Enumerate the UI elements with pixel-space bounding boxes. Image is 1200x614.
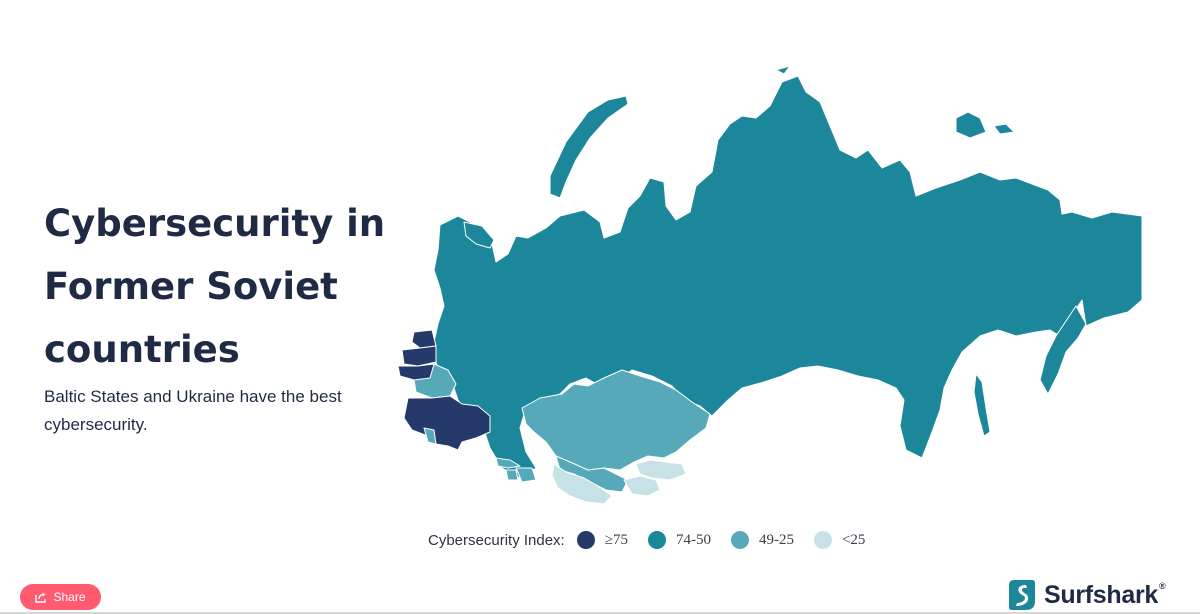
legend-label: 74-50 (675, 531, 711, 548)
legend-item-49-25: 49-25 (730, 531, 794, 549)
moldova-region[interactable] (423, 427, 437, 445)
title-line-3: countries (44, 328, 240, 371)
lithuania-region[interactable] (397, 363, 435, 381)
page-title: Cybersecurity in Former Soviet countries (44, 192, 404, 381)
kamchatka-region[interactable] (1039, 305, 1087, 395)
novaya-zemlya-region[interactable] (549, 95, 629, 199)
uzbekistan-region[interactable] (555, 455, 629, 493)
legend-item-74-50: 74-50 (647, 531, 711, 549)
share-label: Share (53, 590, 86, 604)
legend-item-under-25: <25 (813, 531, 866, 549)
kyrgyzstan-region[interactable] (635, 459, 687, 481)
legend-swatch (576, 531, 595, 549)
azerbaijan-region[interactable] (515, 467, 537, 483)
severnaya-zemlya-region[interactable] (775, 65, 791, 75)
ukraine-region[interactable] (403, 395, 491, 451)
tajikistan-region[interactable] (623, 475, 661, 497)
estonia-region[interactable] (411, 329, 437, 349)
wrangel-island-region[interactable] (993, 123, 1015, 135)
share-icon (35, 592, 47, 603)
legend-swatch (730, 531, 749, 549)
share-button[interactable]: Share (20, 584, 101, 610)
legend-label: ≥75 (604, 531, 628, 548)
page-subtitle: Baltic States and Ukraine have the best … (44, 387, 342, 434)
surfshark-logo-icon (1009, 580, 1035, 610)
map-legend: Cybersecurity Index: ≥75 74-50 49-25 <25 (428, 528, 885, 552)
armenia-region[interactable] (505, 469, 519, 481)
legend-swatch (647, 531, 666, 549)
kola-region[interactable] (463, 221, 495, 249)
latvia-region[interactable] (401, 345, 437, 367)
legend-title: Cybersecurity Index: (428, 531, 565, 549)
logo-wordmark: Surfshark (1044, 580, 1159, 609)
title-line-1: Cybersecurity in (44, 202, 386, 245)
legend-item-75-plus: ≥75 (576, 531, 628, 549)
georgia-region[interactable] (495, 457, 521, 469)
title-line-2: Former Soviet (44, 265, 338, 308)
surfshark-logo[interactable]: Surfshark® (1008, 578, 1166, 612)
sakhalin-region[interactable] (973, 373, 991, 437)
turkmenistan-region[interactable] (551, 463, 613, 505)
legend-swatch (813, 531, 832, 549)
new-siberian-islands-region[interactable] (955, 111, 987, 139)
registered-mark: ® (1159, 580, 1166, 591)
bottom-divider (0, 612, 1200, 614)
legend-label: <25 (841, 531, 866, 548)
surfshark-logo-text: Surfshark® (1044, 580, 1166, 610)
legend-label: 49-25 (758, 531, 794, 548)
